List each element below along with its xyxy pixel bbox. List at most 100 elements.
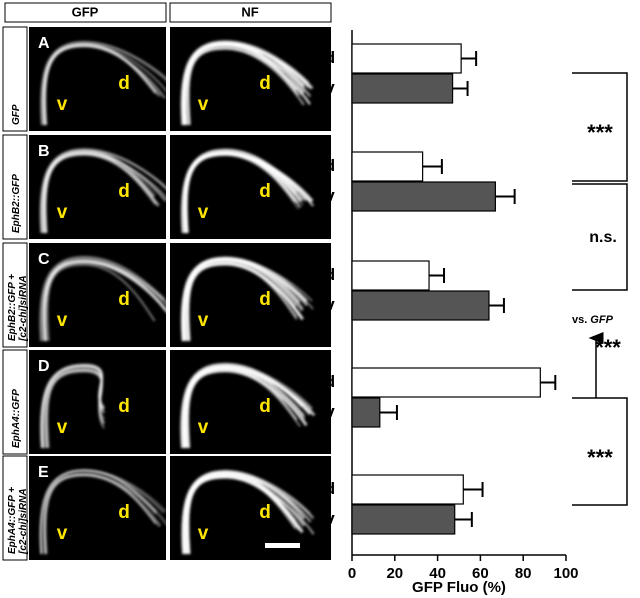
axon-stroke (43, 152, 172, 234)
bar-label: d (325, 48, 335, 67)
axon-stroke (42, 43, 169, 126)
axon-stroke (180, 256, 308, 342)
bar-label: v (325, 509, 335, 528)
panel-letter: C (38, 251, 50, 268)
bracket (572, 72, 628, 182)
micrograph (170, 456, 331, 560)
row-label-line: GFP (11, 104, 22, 125)
column-header: GFP (72, 4, 99, 19)
row-label-box (2, 455, 28, 561)
row-label: GFP (11, 104, 22, 125)
scale-bar (265, 543, 300, 548)
bar-label: d (325, 372, 335, 391)
micrograph (170, 27, 331, 131)
axon-stroke (181, 41, 310, 126)
significance-label: *** (587, 120, 613, 145)
axon-signal (181, 148, 315, 234)
axon-stroke (44, 368, 105, 449)
region-label: d (259, 289, 271, 310)
significance-label: *** (587, 445, 613, 470)
axon-stroke (40, 41, 174, 126)
axon-stroke (43, 152, 160, 234)
axon-stroke (44, 45, 167, 126)
axon-stroke (183, 259, 304, 342)
axon-stroke (41, 150, 155, 234)
x-tick-label: 80 (515, 565, 532, 582)
reference-emphasis: GFP (590, 314, 613, 326)
x-tick-label: 40 (429, 565, 446, 582)
bracket (572, 397, 628, 506)
axon-stroke (186, 475, 304, 555)
axon-stroke (46, 263, 156, 342)
region-label: d (118, 181, 130, 202)
region-label: v (198, 94, 209, 115)
axon-stroke (182, 471, 315, 555)
region-label: d (259, 181, 271, 202)
axon-signal (39, 363, 106, 449)
region-label: d (259, 396, 271, 417)
reference-label: vs. GFP (572, 314, 614, 326)
bar (351, 151, 424, 182)
panel-letter: A (38, 35, 50, 52)
region-label: d (118, 396, 130, 417)
bar (351, 73, 454, 104)
bar-label: v (325, 402, 335, 421)
row-label-box (2, 349, 28, 455)
row-label-line: EphA4::GFP + (7, 487, 18, 554)
axon-stroke (39, 255, 165, 342)
header-box (169, 2, 332, 23)
region-label: d (259, 502, 271, 523)
row-label-line: EphB2::GFP (11, 174, 22, 233)
region-label: v (57, 94, 68, 115)
x-tick-label: 20 (386, 565, 403, 582)
column-header: NF (241, 4, 258, 19)
region-label: d (118, 73, 130, 94)
region-label: v (198, 523, 209, 544)
x-tick-label: 100 (553, 565, 578, 582)
significance-label: *** (595, 335, 621, 360)
axon-signal (180, 256, 314, 342)
region-label: v (198, 202, 209, 223)
micrograph (170, 135, 331, 239)
bar (351, 181, 496, 212)
axon-signal (39, 255, 175, 342)
axon-stroke (184, 44, 303, 126)
region-label: d (118, 289, 130, 310)
x-tick-label: 0 (348, 565, 356, 582)
reference-text: vs. (572, 314, 587, 326)
significance-label: n.s. (589, 229, 617, 246)
axon-stroke (186, 262, 298, 342)
axon-signal (180, 40, 314, 126)
bar-label: v (325, 295, 335, 314)
bar (351, 43, 462, 74)
axon-stroke (39, 147, 169, 234)
axon-stroke (44, 261, 169, 342)
axon-signal (39, 147, 173, 234)
axon-stroke (183, 151, 312, 234)
bar-label: d (325, 479, 335, 498)
row-label: EphA4::GFP (11, 389, 22, 448)
row-label: EphB2::GFP (11, 174, 22, 233)
micrograph (170, 243, 331, 347)
row-label-line: [c2-chi]siRNA (18, 275, 29, 342)
region-label: v (198, 417, 209, 438)
panel-letter: E (38, 464, 49, 481)
axon-stroke (43, 473, 157, 555)
row-label: EphA4::GFP +[c2-chi]siRNA (7, 487, 29, 555)
bar-label: v (325, 186, 335, 205)
region-label: v (57, 202, 68, 223)
axon-stroke (42, 259, 173, 342)
panel-letter: B (38, 143, 50, 160)
axon-stroke (39, 363, 106, 449)
bracket (572, 183, 628, 291)
bar (351, 260, 430, 291)
axon-stroke (181, 149, 297, 234)
header-box (4, 2, 167, 23)
row-label-line: EphA4::GFP (11, 389, 22, 448)
axon-stroke (186, 369, 308, 449)
bar-label: d (325, 265, 335, 284)
region-label: v (57, 310, 68, 331)
